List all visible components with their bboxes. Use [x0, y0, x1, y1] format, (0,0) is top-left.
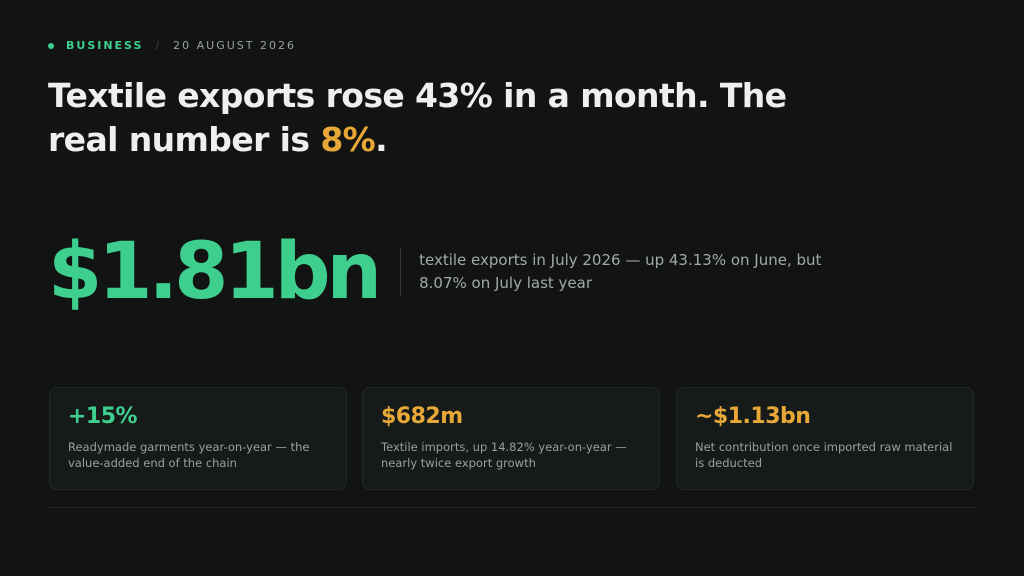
card-value: $682m: [381, 404, 463, 429]
separator: /: [155, 39, 162, 52]
card-description: Readymade garments year-on-year — the va…: [68, 440, 310, 470]
dot: [48, 42, 54, 49]
lead-description: textile exports in July 2026 — up 43.13%…: [419, 251, 822, 292]
headline: Textile exports rose 43% in a month. The…: [48, 74, 787, 162]
headline-line: Textile exports rose 43% in a month. The: [48, 76, 787, 115]
stat-card: $682m Textile imports, up 14.82% year-on-…: [362, 387, 660, 490]
stat-card: +15% Readymade garments year-on-year — th…: [49, 387, 347, 490]
rule: [48, 507, 975, 508]
divider: [400, 248, 402, 296]
headline-end: .: [375, 120, 388, 159]
section: BUSINESS: [66, 39, 144, 52]
headline-highlight: 8%: [320, 120, 376, 159]
date: 20 AUGUST 2026: [173, 39, 296, 52]
card-description: Textile imports, up 14.82% year-on-year …: [381, 440, 627, 470]
kicker: BUSINESS / 20 AUGUST 2026: [48, 39, 296, 52]
card-value: +15%: [68, 404, 138, 429]
card-description: Net contribution once imported raw mater…: [695, 440, 953, 470]
lead: $1.81bn textile exports in July 2026 — u…: [48, 222, 859, 322]
stat-card: ~$1.13bn Net contribution once imported r…: [676, 387, 974, 490]
lead-value: $1.81bn: [48, 227, 382, 317]
headline-line: real number is: [48, 120, 310, 159]
card-value: ~$1.13bn: [695, 404, 811, 429]
